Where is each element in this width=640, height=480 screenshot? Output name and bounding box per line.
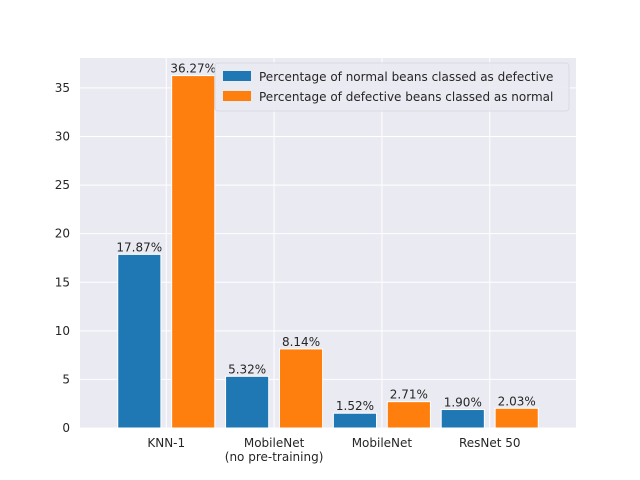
y-tick-label: 10 — [55, 324, 70, 338]
bar — [117, 253, 162, 429]
x-tick-label: MobileNet — [244, 436, 305, 450]
y-tick-label: 20 — [55, 227, 70, 241]
y-tick-label: 35 — [55, 81, 70, 95]
x-tick-labels: KNN-1 MobileNet(no pre-training)MobileNet… — [147, 436, 520, 464]
y-tick-label: 15 — [55, 275, 70, 289]
bar-value-label: 36.27% — [170, 62, 216, 76]
legend-label: Percentage of defective beans classed as… — [259, 90, 553, 104]
bar — [440, 409, 485, 429]
x-tick-label: ResNet 50 — [459, 436, 521, 450]
x-tick-label: (no pre-training) — [225, 450, 324, 464]
gridlines — [80, 58, 576, 429]
legend-swatch — [223, 91, 251, 101]
y-tick-label: 5 — [62, 372, 70, 386]
bars — [117, 75, 539, 429]
x-tick-label: KNN-1 — [147, 436, 185, 450]
bar — [386, 401, 431, 429]
legend-label: Percentage of normal beans classed as de… — [259, 70, 553, 84]
bar-labels: 17.87% 5.32% 1.52% 1.90% 36.27% 8.14% 2.71% 2.0… — [116, 62, 535, 414]
y-tick-label: 30 — [55, 130, 70, 144]
bar — [494, 407, 539, 429]
bar-value-label: 1.52% — [336, 399, 374, 413]
x-tick-label: MobileNet — [352, 436, 413, 450]
bar-value-label: 2.71% — [390, 388, 428, 402]
bar-value-label: 8.14% — [282, 335, 320, 349]
bar — [225, 375, 270, 429]
bar — [278, 348, 324, 429]
y-tick-label: 0 — [62, 421, 70, 435]
y-tick-labels: 0 5 10 15 20 25 30 35 — [55, 81, 70, 435]
bar — [171, 75, 216, 429]
plot-area — [80, 58, 576, 428]
legend-box — [214, 62, 570, 112]
legend: Percentage of normal beans classed as de… — [214, 62, 570, 112]
bar — [332, 412, 378, 429]
bar-value-label: 5.32% — [228, 362, 266, 376]
bar-value-label: 2.03% — [498, 394, 536, 408]
bar-value-label: 1.90% — [444, 396, 482, 410]
legend-swatch — [223, 71, 251, 81]
bar-value-label: 17.87% — [116, 240, 162, 254]
y-tick-label: 25 — [55, 178, 70, 192]
